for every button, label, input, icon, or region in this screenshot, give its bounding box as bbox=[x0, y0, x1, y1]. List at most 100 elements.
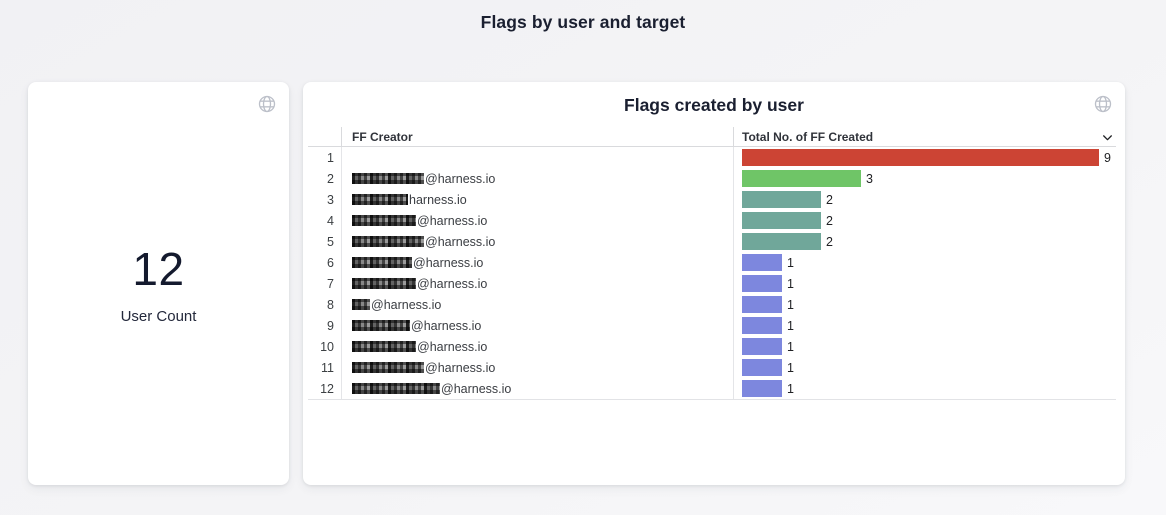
row-index: 3 bbox=[327, 192, 334, 207]
redacted-name bbox=[352, 320, 410, 331]
bar-value-label: 1 bbox=[787, 318, 794, 333]
bar-value-label: 1 bbox=[787, 381, 794, 396]
table-row: 4 @harness.io 2 bbox=[308, 210, 1116, 231]
bar-cell: 1 bbox=[733, 357, 1116, 378]
table-row: 10 @harness.io 1 bbox=[308, 336, 1116, 357]
bar-cell: 1 bbox=[733, 336, 1116, 357]
bar-cell: 1 bbox=[733, 273, 1116, 294]
table-body: 1 9 2 @harness.io 3 3 harness.io 2 4 @ha… bbox=[308, 147, 1116, 400]
email-suffix: @harness.io bbox=[417, 276, 488, 291]
page-title: Flags by user and target bbox=[480, 12, 686, 32]
bar-value-label: 1 bbox=[787, 276, 794, 291]
ff-creator-cell: @harness.io bbox=[341, 168, 733, 189]
row-index: 1 bbox=[327, 150, 334, 165]
table-row: 6 @harness.io 1 bbox=[308, 252, 1116, 273]
bar-cell: 1 bbox=[733, 315, 1116, 336]
table-row: 5 @harness.io 2 bbox=[308, 231, 1116, 252]
bar-value-label: 1 bbox=[787, 255, 794, 270]
chevron-down-icon[interactable] bbox=[1101, 131, 1114, 144]
email-suffix: @harness.io bbox=[417, 213, 488, 228]
table-row: 11 @harness.io 1 bbox=[308, 357, 1116, 378]
chart-title: Flags created by user bbox=[624, 95, 804, 115]
redacted-name bbox=[352, 173, 424, 184]
redacted-name bbox=[352, 362, 424, 373]
bar-value-label: 2 bbox=[826, 192, 833, 207]
bar[interactable] bbox=[742, 380, 782, 397]
ff-creator-cell: @harness.io bbox=[341, 231, 733, 252]
globe-icon bbox=[1094, 95, 1112, 113]
redacted-name bbox=[352, 236, 424, 247]
bar[interactable] bbox=[742, 338, 782, 355]
bar[interactable] bbox=[742, 275, 782, 292]
row-index: 12 bbox=[320, 381, 334, 396]
redacted-name bbox=[352, 341, 416, 352]
redacted-name bbox=[352, 257, 412, 268]
bar-cell: 3 bbox=[733, 168, 1116, 189]
bar-cell: 9 bbox=[733, 147, 1116, 168]
bar-cell: 2 bbox=[733, 231, 1116, 252]
email-suffix: @harness.io bbox=[441, 381, 512, 396]
user-count-label: User Count bbox=[120, 308, 197, 325]
ff-creator-cell: @harness.io bbox=[341, 294, 733, 315]
email-suffix: @harness.io bbox=[411, 318, 482, 333]
globe-icon bbox=[258, 95, 276, 113]
flags-created-card: Flags created by user FF Creator Total N… bbox=[303, 82, 1125, 485]
flags-table: FF Creator Total No. of FF Created 1 9 2… bbox=[308, 127, 1116, 400]
table-row: 12 @harness.io 1 bbox=[308, 378, 1116, 399]
ff-creator-cell: @harness.io bbox=[341, 336, 733, 357]
header-total-label: Total No. of FF Created bbox=[742, 129, 874, 144]
email-suffix: @harness.io bbox=[425, 234, 496, 249]
bar[interactable] bbox=[742, 254, 782, 271]
bar[interactable] bbox=[742, 149, 1099, 166]
table-header: FF Creator Total No. of FF Created bbox=[308, 127, 1116, 147]
email-suffix: @harness.io bbox=[417, 339, 488, 354]
row-index: 9 bbox=[327, 318, 334, 333]
table-row: 8 @harness.io 1 bbox=[308, 294, 1116, 315]
ff-creator-cell: @harness.io bbox=[341, 378, 733, 399]
row-index: 6 bbox=[327, 255, 334, 270]
bar-value-label: 1 bbox=[787, 339, 794, 354]
row-index: 8 bbox=[327, 297, 334, 312]
redacted-name bbox=[352, 278, 416, 289]
bar-value-label: 1 bbox=[787, 297, 794, 312]
table-row: 1 9 bbox=[308, 147, 1116, 168]
table-row: 3 harness.io 2 bbox=[308, 189, 1116, 210]
header-total-ff-created[interactable]: Total No. of FF Created bbox=[733, 127, 1116, 146]
bar-cell: 2 bbox=[733, 210, 1116, 231]
ff-creator-cell: @harness.io bbox=[341, 315, 733, 336]
bar[interactable] bbox=[742, 191, 821, 208]
redacted-name bbox=[352, 299, 370, 310]
bar[interactable] bbox=[742, 296, 782, 313]
row-index: 10 bbox=[320, 339, 334, 354]
bar-value-label: 1 bbox=[787, 360, 794, 375]
email-suffix: @harness.io bbox=[425, 360, 496, 375]
email-suffix: @harness.io bbox=[413, 255, 484, 270]
row-index: 5 bbox=[327, 234, 334, 249]
bar[interactable] bbox=[742, 317, 782, 334]
row-index: 2 bbox=[327, 171, 334, 186]
bar-cell: 1 bbox=[733, 378, 1116, 399]
bar[interactable] bbox=[742, 233, 821, 250]
bar-cell: 1 bbox=[733, 294, 1116, 315]
bar-value-label: 9 bbox=[1104, 150, 1111, 165]
user-count-card: 12 User Count bbox=[28, 82, 289, 485]
bar[interactable] bbox=[742, 170, 861, 187]
ff-creator-cell: @harness.io bbox=[341, 252, 733, 273]
bar[interactable] bbox=[742, 212, 821, 229]
bar-value-label: 2 bbox=[826, 213, 833, 228]
table-row: 7 @harness.io 1 bbox=[308, 273, 1116, 294]
row-index: 4 bbox=[327, 213, 334, 228]
table-row: 2 @harness.io 3 bbox=[308, 168, 1116, 189]
bar-cell: 1 bbox=[733, 252, 1116, 273]
ff-creator-cell bbox=[341, 147, 733, 168]
header-ff-creator[interactable]: FF Creator bbox=[341, 127, 733, 146]
bar-value-label: 2 bbox=[826, 234, 833, 249]
bar-cell: 2 bbox=[733, 189, 1116, 210]
ff-creator-cell: @harness.io bbox=[341, 357, 733, 378]
redacted-name bbox=[352, 194, 408, 205]
redacted-name bbox=[352, 215, 416, 226]
bar[interactable] bbox=[742, 359, 782, 376]
user-count-value: 12 bbox=[132, 243, 185, 295]
ff-creator-cell: @harness.io bbox=[341, 273, 733, 294]
bar-value-label: 3 bbox=[866, 171, 873, 186]
